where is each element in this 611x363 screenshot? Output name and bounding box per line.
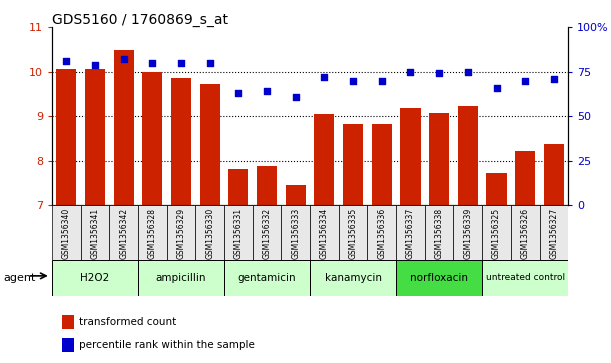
Point: [176, 60, 186, 66]
Text: GSM1356339: GSM1356339: [463, 208, 472, 259]
Bar: [253, 205, 282, 260]
Point: [348, 78, 358, 83]
Text: GSM1356335: GSM1356335: [349, 208, 357, 259]
Text: GSM1356336: GSM1356336: [377, 208, 386, 259]
Bar: [371, 124, 392, 205]
Text: GSM1356342: GSM1356342: [119, 208, 128, 259]
Text: GSM1356332: GSM1356332: [263, 208, 271, 259]
Point: [262, 88, 272, 94]
Text: GSM1356341: GSM1356341: [90, 208, 100, 259]
Bar: [482, 260, 568, 296]
Text: ampicillin: ampicillin: [156, 273, 207, 283]
Bar: [458, 106, 478, 205]
Bar: [310, 260, 396, 296]
Point: [406, 69, 415, 75]
Point: [233, 90, 243, 96]
Bar: [171, 78, 191, 205]
Text: untreated control: untreated control: [486, 273, 565, 282]
Point: [320, 74, 329, 80]
Bar: [52, 205, 81, 260]
Text: percentile rank within the sample: percentile rank within the sample: [79, 340, 255, 350]
Bar: [109, 205, 138, 260]
Bar: [482, 205, 511, 260]
Text: kanamycin: kanamycin: [324, 273, 382, 283]
Bar: [200, 84, 220, 205]
Bar: [142, 72, 163, 205]
Text: GSM1356338: GSM1356338: [434, 208, 444, 259]
Text: GSM1356327: GSM1356327: [549, 208, 558, 259]
Bar: [315, 114, 334, 205]
Point: [492, 85, 502, 91]
Bar: [367, 205, 396, 260]
Bar: [56, 69, 76, 205]
Bar: [511, 205, 540, 260]
Text: GSM1356328: GSM1356328: [148, 208, 157, 259]
Point: [147, 60, 157, 66]
Bar: [85, 69, 105, 205]
Bar: [453, 205, 482, 260]
Bar: [425, 205, 453, 260]
Bar: [540, 205, 568, 260]
Point: [291, 94, 301, 99]
Point: [377, 78, 387, 83]
Bar: [343, 124, 363, 205]
Text: GSM1356337: GSM1356337: [406, 208, 415, 259]
Text: GSM1356326: GSM1356326: [521, 208, 530, 259]
Bar: [400, 108, 420, 205]
Text: norfloxacin: norfloxacin: [410, 273, 468, 283]
Bar: [62, 315, 73, 329]
Bar: [429, 113, 449, 205]
Point: [61, 58, 71, 64]
Text: GSM1356329: GSM1356329: [177, 208, 186, 259]
Text: H2O2: H2O2: [80, 273, 109, 283]
Bar: [224, 260, 310, 296]
Point: [90, 62, 100, 68]
Point: [463, 69, 473, 75]
Bar: [486, 173, 507, 205]
Bar: [196, 205, 224, 260]
Bar: [52, 260, 138, 296]
Point: [521, 78, 530, 83]
Bar: [229, 169, 249, 205]
Bar: [396, 205, 425, 260]
Bar: [62, 338, 73, 352]
Bar: [544, 144, 564, 205]
Text: GSM1356331: GSM1356331: [234, 208, 243, 259]
Bar: [138, 260, 224, 296]
Bar: [167, 205, 196, 260]
Bar: [282, 205, 310, 260]
Text: GDS5160 / 1760869_s_at: GDS5160 / 1760869_s_at: [52, 13, 228, 27]
Text: GSM1356330: GSM1356330: [205, 208, 214, 259]
Point: [549, 76, 559, 82]
Text: GSM1356340: GSM1356340: [62, 208, 71, 259]
Bar: [338, 205, 367, 260]
Bar: [310, 205, 338, 260]
Text: GSM1356334: GSM1356334: [320, 208, 329, 259]
Bar: [138, 205, 167, 260]
Bar: [515, 151, 535, 205]
Bar: [286, 185, 306, 205]
Text: agent: agent: [3, 273, 35, 283]
Text: transformed count: transformed count: [79, 317, 176, 327]
Point: [205, 60, 214, 66]
Point: [434, 70, 444, 76]
Text: gentamicin: gentamicin: [238, 273, 296, 283]
Bar: [257, 166, 277, 205]
Bar: [81, 205, 109, 260]
Bar: [224, 205, 253, 260]
Bar: [396, 260, 482, 296]
Point: [119, 56, 128, 62]
Bar: [114, 50, 134, 205]
Text: GSM1356333: GSM1356333: [291, 208, 300, 259]
Text: GSM1356325: GSM1356325: [492, 208, 501, 259]
